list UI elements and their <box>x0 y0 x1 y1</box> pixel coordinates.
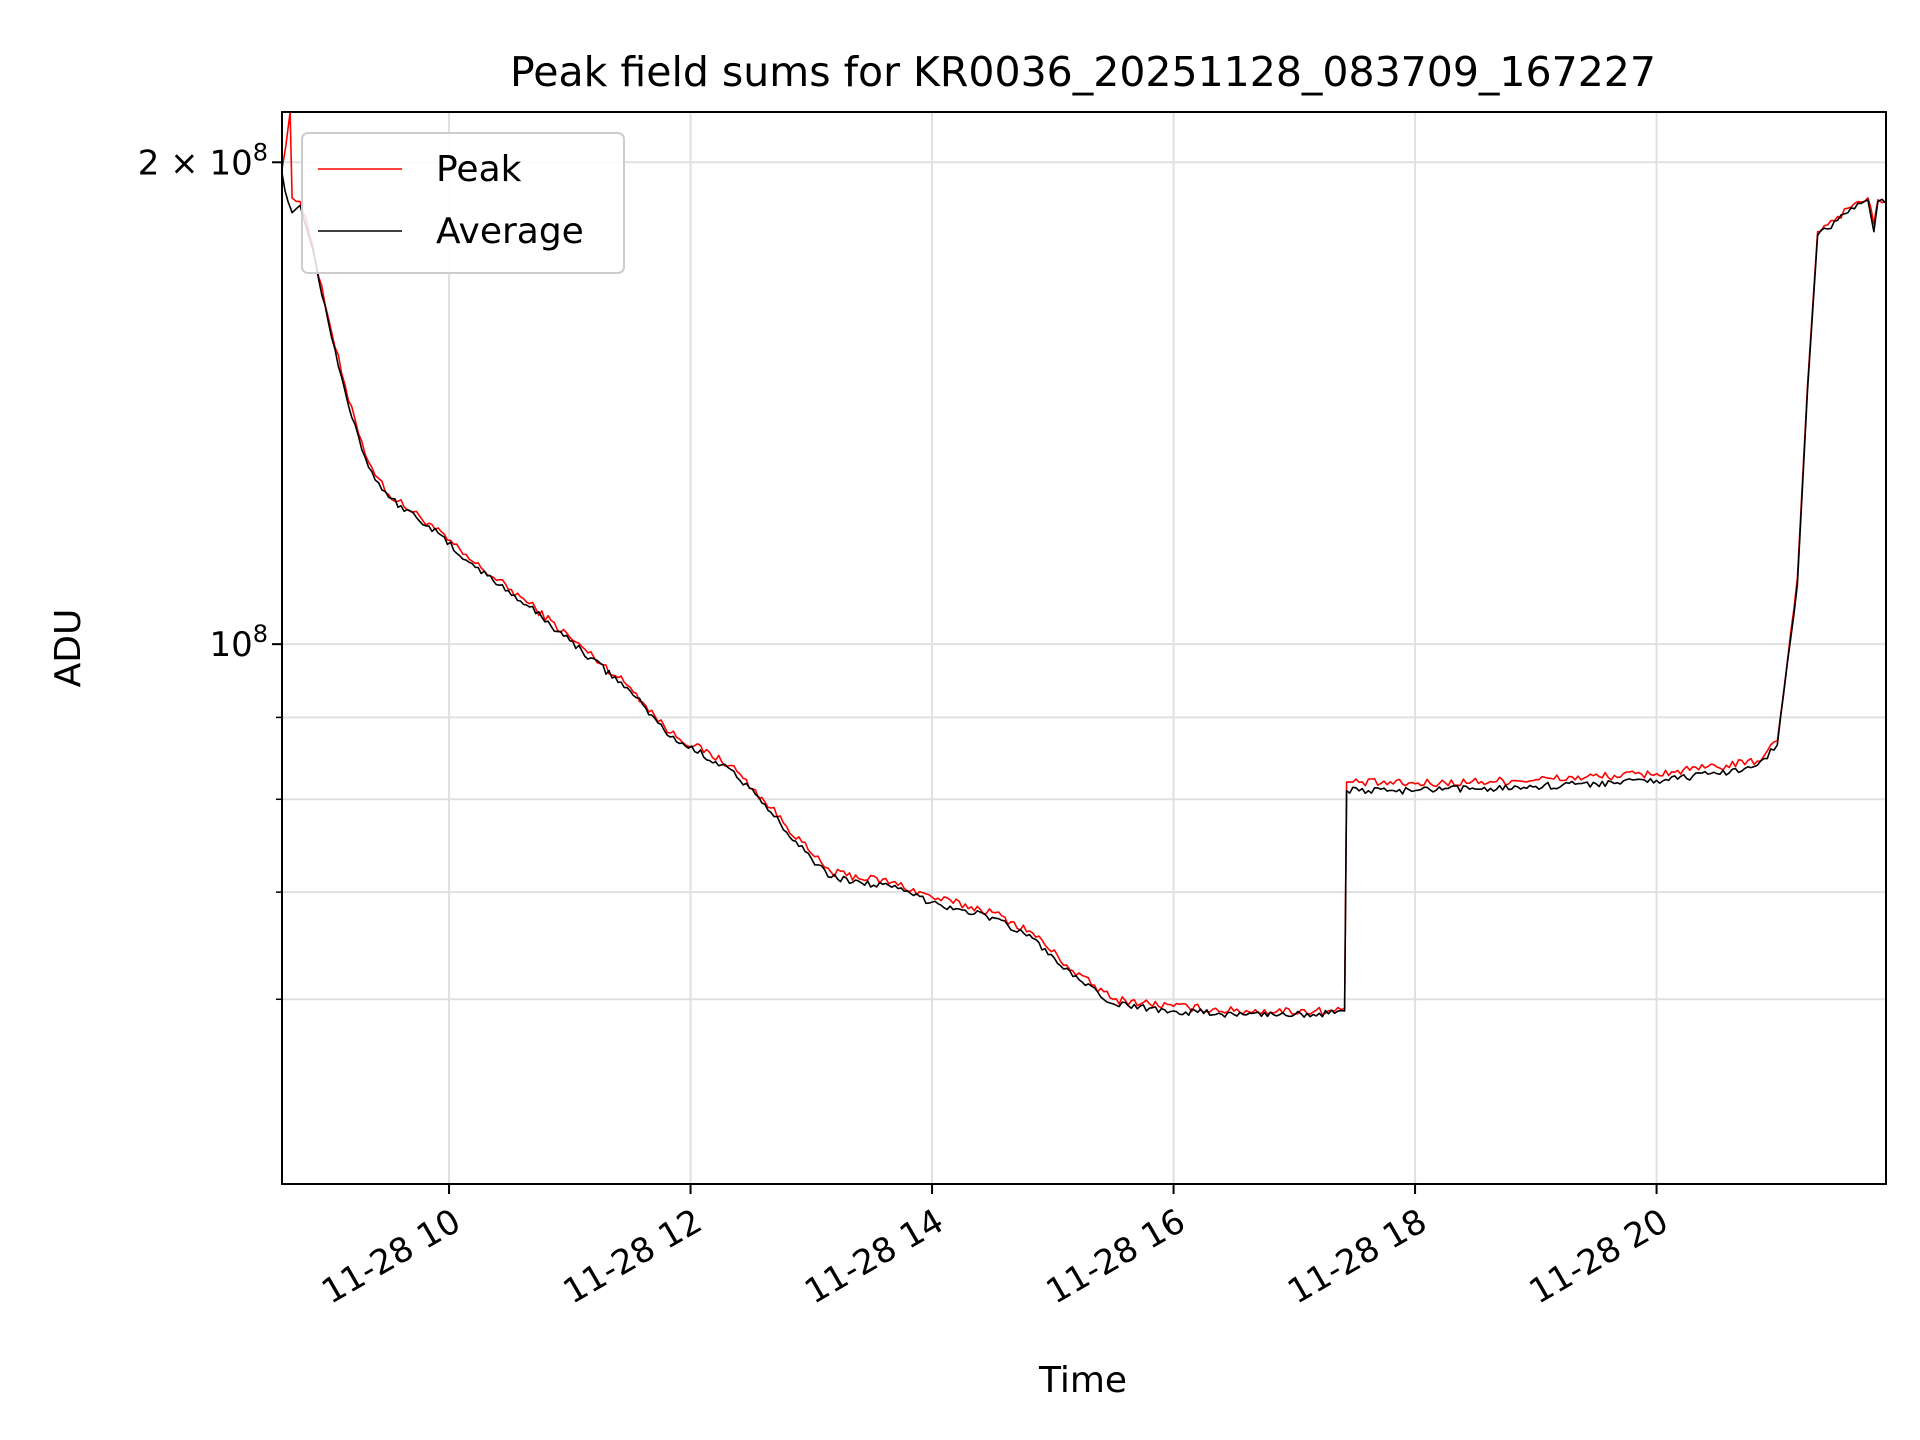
x-axis-label: Time <box>1038 1360 1127 1401</box>
legend: Peak Average <box>301 132 625 274</box>
y-tick-base: 2 × 10 <box>138 143 253 183</box>
legend-box <box>301 132 625 274</box>
legend-label-peak: Peak <box>436 149 522 190</box>
y-axis-label: ADU <box>48 609 89 688</box>
y-tick-base: 10 <box>209 625 252 665</box>
legend-label-average: Average <box>436 211 584 252</box>
chart-title: Peak field sums for KR0036_20251128_0837… <box>510 48 1656 96</box>
plot-frame <box>281 111 1887 1185</box>
y-tick-exponent: 8 <box>253 138 268 166</box>
y-tick-exponent: 8 <box>253 620 268 648</box>
series-line-peak <box>282 112 1886 1016</box>
y-tick-label: 108 <box>209 620 268 665</box>
series-line-average <box>282 172 1886 1018</box>
y-tick-label: 2 × 108 <box>138 138 268 183</box>
grid <box>282 112 1886 1184</box>
series-layer <box>282 112 1886 1018</box>
